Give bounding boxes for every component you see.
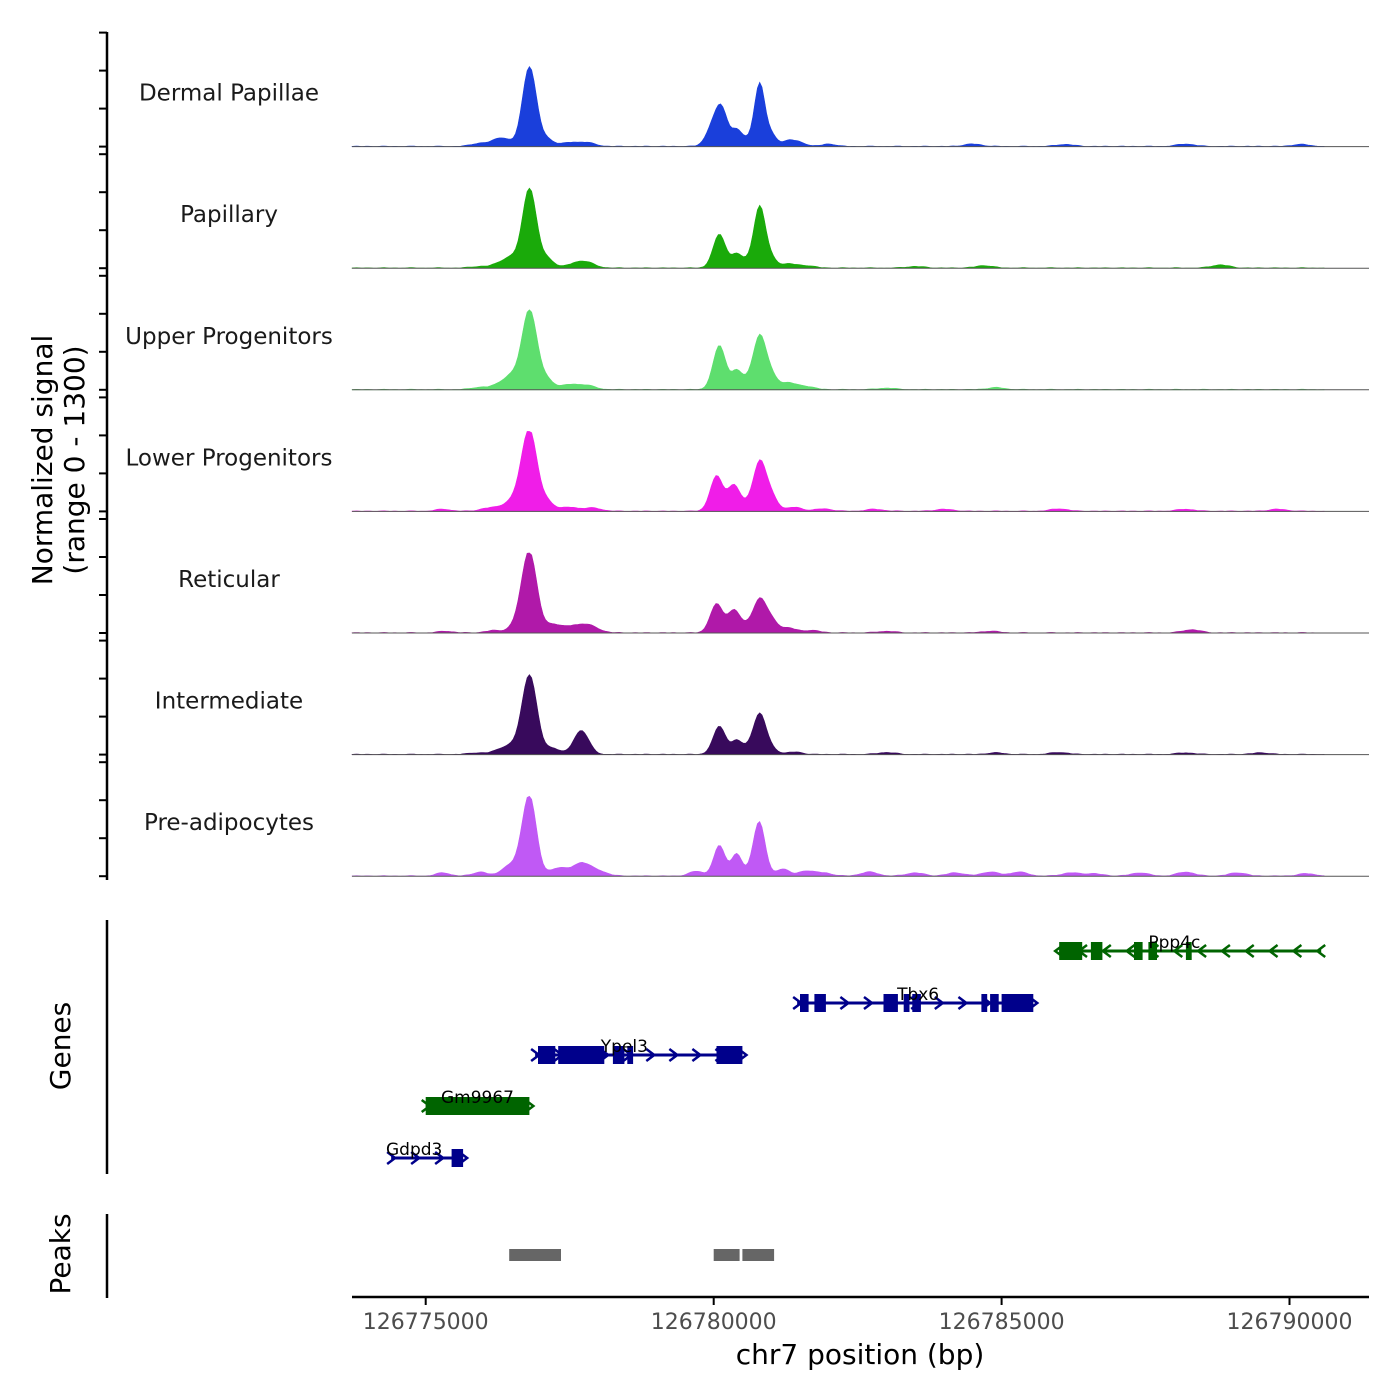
x-tick-label: 126790000 <box>1227 1310 1353 1335</box>
gene-ypel3: Ypel3 <box>530 1037 749 1064</box>
x-axis-title: chr7 position (bp) <box>736 1338 985 1371</box>
peaks-panel: Peaks <box>44 1213 775 1298</box>
x-tick-label: 126780000 <box>651 1310 777 1335</box>
y-axis-title: Normalized signal (range 0 - 1300) <box>26 335 91 586</box>
track-lower-progenitors: Lower Progenitors <box>126 431 1369 512</box>
strand-arrow <box>1100 944 1112 958</box>
track-pre-adipocytes: Pre-adipocytes <box>144 795 1369 877</box>
gene-gdpd3: Gdpd3 <box>386 1140 470 1167</box>
strand-arrow <box>410 1151 422 1165</box>
gene-label: Gdpd3 <box>386 1140 442 1160</box>
gene-exon <box>990 994 999 1012</box>
strand-arrow <box>1219 944 1231 958</box>
x-tick-label: 126785000 <box>939 1310 1065 1335</box>
gene-exon <box>558 1046 587 1064</box>
strand-arrow <box>1196 944 1207 958</box>
track-label: Reticular <box>178 567 280 593</box>
gene-gm9967: Gm9967 <box>420 1088 536 1115</box>
peaks-track-label: Peaks <box>44 1213 77 1294</box>
genes-panel: Genes Ppp4c Tbx6 Ypel3 Gm9967 Gdpd3 <box>44 920 1326 1174</box>
peak-regions <box>509 1249 775 1261</box>
track-reticular: Reticular <box>178 552 1369 634</box>
gene-exon <box>814 994 826 1012</box>
gene-exon <box>627 1046 634 1064</box>
gene-exon <box>981 994 988 1012</box>
x-ticks: 126775000 126780000 126785000 126790000 <box>363 1297 1353 1335</box>
peak-region <box>713 1249 740 1261</box>
gene-exon <box>612 1046 625 1064</box>
gene-exon <box>1148 942 1157 960</box>
gene-ppp4c: Ppp4c <box>1053 933 1326 960</box>
gene-label: Ppp4c <box>1148 933 1200 953</box>
track-upper-progenitors: Upper Progenitors <box>125 309 1369 391</box>
peak-region <box>742 1249 775 1261</box>
strand-arrow <box>668 1048 680 1062</box>
track-label: Pre-adipocytes <box>144 810 314 836</box>
track-label: Intermediate <box>155 689 303 715</box>
gene-label: Gm9967 <box>441 1088 514 1108</box>
gene-models: Ppp4c Tbx6 Ypel3 Gm9967 Gdpd3 <box>386 933 1326 1167</box>
strand-arrow <box>1243 944 1255 958</box>
strand-arrow <box>1291 944 1303 958</box>
gene-label: Tbx6 <box>896 985 939 1005</box>
strand-arrow <box>957 996 969 1010</box>
gene-exon <box>1090 942 1103 960</box>
track-dermal-papillae: Dermal Papillae <box>139 66 1369 148</box>
coverage-tracks: Dermal Papillae Papillary Upper Progenitor… <box>125 66 1369 877</box>
strand-arrow <box>1267 944 1279 958</box>
track-label: Papillary <box>180 202 278 228</box>
gene-exon <box>587 1046 605 1064</box>
strand-arrow <box>691 1048 703 1062</box>
strand-arrow <box>934 996 945 1010</box>
track-label: Lower Progenitors <box>126 445 333 471</box>
gene-exon <box>1185 942 1192 960</box>
gene-exon <box>800 994 809 1012</box>
gene-exon <box>538 1046 556 1064</box>
strand-arrow <box>386 1151 398 1165</box>
strand-arrow <box>1172 944 1184 958</box>
gene-exon <box>716 1046 743 1064</box>
gene-exon <box>425 1097 530 1115</box>
gene-exon <box>883 994 898 1012</box>
track-intermediate: Intermediate <box>155 674 1369 756</box>
strand-arrow <box>839 996 851 1010</box>
track-papillary: Papillary <box>180 187 1369 269</box>
peak-region <box>509 1249 561 1261</box>
gene-label: Ypel3 <box>600 1037 648 1057</box>
track-label: Upper Progenitors <box>125 324 333 350</box>
gene-exon <box>1059 942 1083 960</box>
gene-exon <box>451 1149 464 1167</box>
gene-tbx6: Tbx6 <box>792 985 1040 1012</box>
gene-exon <box>1001 994 1034 1012</box>
strand-arrow <box>1315 944 1326 958</box>
track-label: Dermal Papillae <box>139 81 319 107</box>
strand-arrow <box>1124 944 1136 958</box>
gene-exon <box>903 994 910 1012</box>
x-tick-label: 126775000 <box>363 1310 489 1335</box>
genes-track-label: Genes <box>44 1002 77 1090</box>
coverage-axis <box>99 31 109 880</box>
x-axis: 126775000 126780000 126785000 126790000 chr… <box>352 1295 1369 1371</box>
strand-arrow <box>645 1048 657 1062</box>
strand-arrow <box>863 996 875 1010</box>
y-axis-title-line1: Normalized signal <box>26 335 59 586</box>
strand-arrow <box>434 1151 446 1165</box>
gene-exon <box>1134 942 1143 960</box>
y-axis-title-line2: (range 0 - 1300) <box>58 345 91 574</box>
gene-exon <box>912 994 921 1012</box>
